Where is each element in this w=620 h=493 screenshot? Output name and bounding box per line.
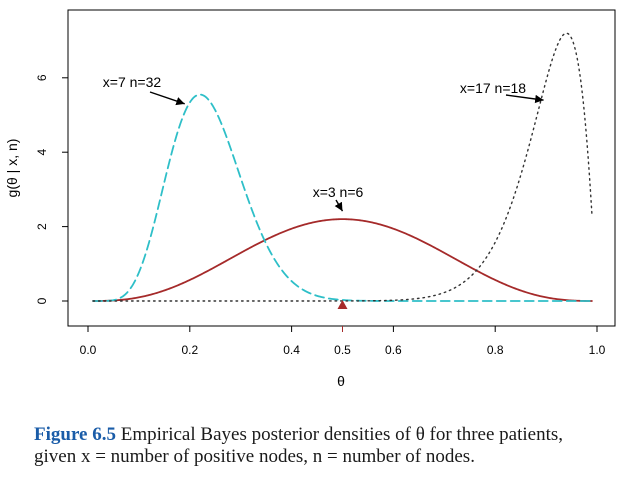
x-axis-label: θ [337,373,345,389]
x-tick-label: 0.2 [181,343,198,357]
series-layer [92,32,593,309]
annotation-arrow [334,199,344,212]
annotation-layer: x=3 n=6 x=7 n=32 x=17 n=18 [103,74,544,212]
x-tick-label: 1.0 [589,343,606,357]
highlight-marker [337,300,348,309]
series-line [92,93,593,302]
x-tick-label: 0.5 [334,343,351,357]
x-tick-label: 0.4 [283,343,300,357]
y-tick-label: 0 [35,297,49,304]
annotation-arrow [149,91,185,106]
y-tick-label: 6 [35,74,49,81]
series-annotation: x=7 n=32 [103,74,162,90]
plot-frame [67,9,616,327]
posterior-density-chart: 0.0 0.2 0.4 0.5 0.6 0.8 1.0 0 2 4 6 x=3 n=6 x=7 n=… [4,9,616,389]
series-annotation: x=3 n=6 [313,184,364,200]
x-tick-label: 0.0 [80,343,97,357]
y-axis: 0 2 4 6 [35,74,68,304]
y-tick-label: 4 [35,149,49,156]
y-tick-label: 2 [35,223,49,230]
x-tick-label: 0.6 [385,343,402,357]
annotation-arrow [505,94,544,104]
series-line [92,218,593,302]
series-annotation: x=17 n=18 [460,80,526,96]
y-axis-label: g(θ | x, n) [4,139,20,198]
figure-caption: Figure 6.5 Empirical Bayes posterior den… [34,424,594,468]
caption-text: Empirical Bayes posterior densities of θ… [34,424,564,467]
x-axis: 0.0 0.2 0.4 0.5 0.6 0.8 1.0 [80,326,606,357]
figure-number: Figure 6.5 [34,424,116,445]
x-tick-label: 0.8 [487,343,504,357]
